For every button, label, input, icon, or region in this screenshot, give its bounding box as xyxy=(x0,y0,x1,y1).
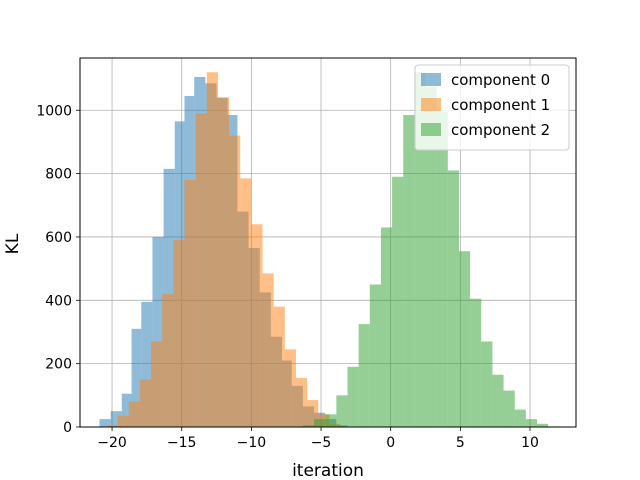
histogram-bar xyxy=(536,423,549,427)
y-tick-label: 0 xyxy=(63,420,72,436)
x-tick-label: 0 xyxy=(386,435,395,451)
y-axis: 0 200 400 600 800 1000 xyxy=(36,103,80,436)
histogram-bar xyxy=(325,414,337,427)
histogram-bar xyxy=(470,298,482,427)
histogram-bar xyxy=(302,425,315,427)
histogram-bar xyxy=(240,178,252,427)
histogram-bar xyxy=(458,251,471,427)
x-tick-label: 10 xyxy=(521,435,539,451)
histogram-bar xyxy=(131,328,142,427)
histogram-bar xyxy=(380,227,393,427)
histogram-bar xyxy=(503,390,515,427)
histogram-bar xyxy=(436,111,448,428)
legend-label: component 2 xyxy=(451,121,550,139)
histogram-bar xyxy=(403,115,415,427)
histogram-bar xyxy=(447,170,459,427)
histogram-bars xyxy=(99,72,560,428)
histogram-bar xyxy=(121,393,132,427)
histogram-bar xyxy=(217,97,230,427)
x-tick-label: −5 xyxy=(311,435,332,451)
histogram-bar xyxy=(284,349,296,427)
x-tick-label: −15 xyxy=(167,435,197,451)
histogram-bar xyxy=(314,419,326,427)
histogram-bar xyxy=(336,395,348,427)
histogram-bar xyxy=(162,293,174,427)
legend-label: component 1 xyxy=(451,96,550,114)
histogram-bar xyxy=(358,324,370,427)
x-tick-label: −20 xyxy=(97,435,127,451)
histogram-bar xyxy=(481,341,493,427)
histogram-bar xyxy=(173,240,185,427)
histogram-bar xyxy=(295,377,308,427)
histogram-bar xyxy=(117,415,129,427)
x-tick-label: −10 xyxy=(237,435,267,451)
legend-swatch xyxy=(421,123,441,136)
y-axis-label: KL xyxy=(3,233,23,254)
legend-box xyxy=(414,64,570,151)
histogram-bar xyxy=(251,224,263,427)
histogram-bar xyxy=(369,284,381,427)
histogram-bar xyxy=(392,176,404,427)
plot-frame xyxy=(79,57,577,428)
histogram-bar xyxy=(139,379,152,427)
histogram-bar xyxy=(492,374,504,427)
y-tick-label: 800 xyxy=(45,167,72,183)
histogram-bar xyxy=(110,411,122,427)
histogram-bar xyxy=(425,86,437,427)
x-axis-label: iteration xyxy=(292,461,364,480)
y-tick-label: 400 xyxy=(45,293,72,309)
histogram-bar xyxy=(273,306,285,427)
y-tick-label: 1000 xyxy=(36,103,72,119)
histogram-bar xyxy=(514,409,526,427)
histogram-bar xyxy=(347,366,359,427)
histogram-bar xyxy=(195,113,207,427)
legend-label: component 0 xyxy=(451,71,550,89)
histogram-bar xyxy=(128,401,140,427)
legend-swatch xyxy=(421,73,441,86)
legend-swatch xyxy=(421,98,441,111)
histogram-bar xyxy=(106,425,118,427)
histogram-bar xyxy=(414,72,426,427)
series-2 xyxy=(302,72,560,428)
histogram-bar xyxy=(141,301,153,427)
x-tick-label: 5 xyxy=(456,435,465,451)
histogram-bar xyxy=(152,236,164,427)
histogram-bar xyxy=(307,400,319,427)
histogram-bar xyxy=(262,273,274,427)
histogram-bar xyxy=(525,419,537,427)
x-axis: −20 −15 −10 −5 0 5 10 xyxy=(97,427,539,451)
series-1 xyxy=(106,72,341,427)
histogram-bar xyxy=(151,341,163,427)
y-tick-label: 200 xyxy=(45,357,72,373)
histogram-bar xyxy=(184,179,196,427)
y-tick-label: 600 xyxy=(45,230,72,246)
histogram-bar xyxy=(99,419,111,427)
histogram-bar xyxy=(229,135,241,427)
legend: component 0 component 1 component 2 xyxy=(414,64,570,151)
histogram-bar xyxy=(206,72,218,427)
